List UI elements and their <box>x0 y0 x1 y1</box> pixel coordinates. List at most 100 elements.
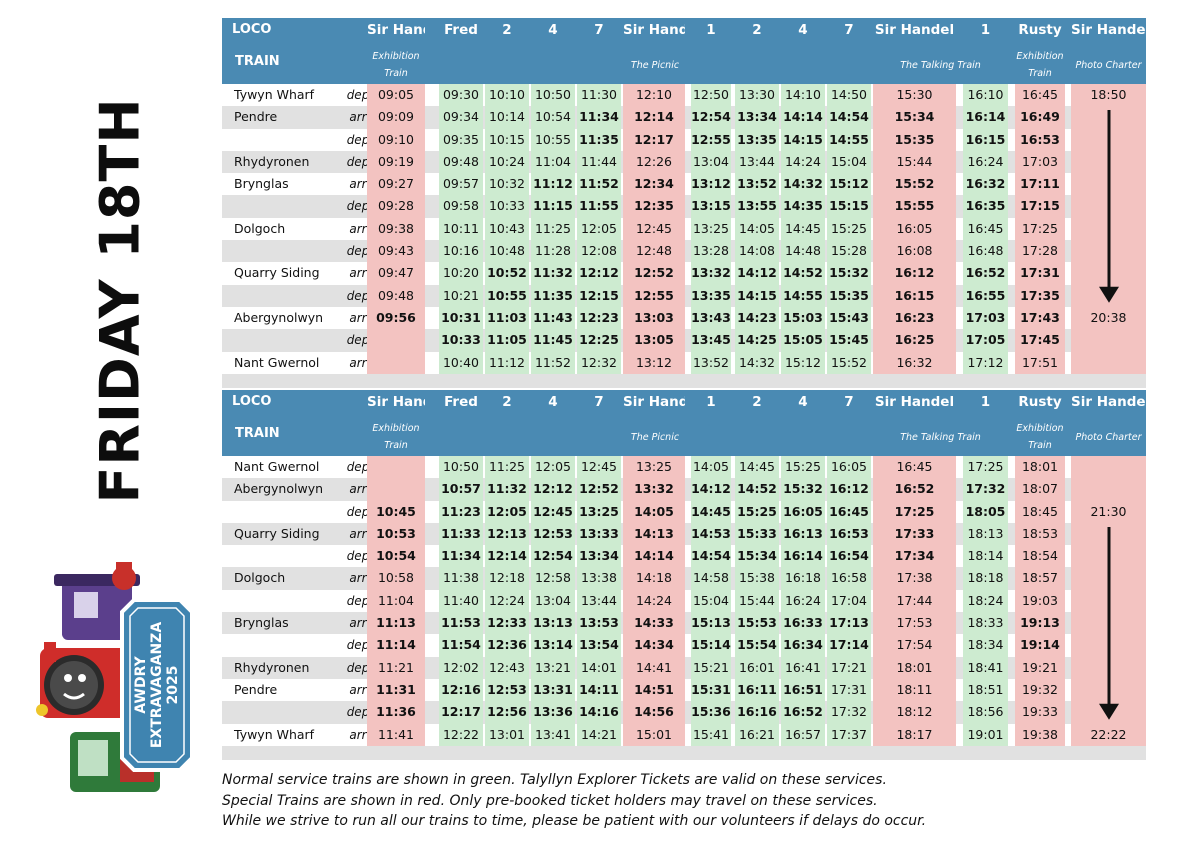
time-cell: 11:34 <box>439 545 483 568</box>
time-cell <box>367 329 425 352</box>
arr-dep-label: dep <box>346 333 370 348</box>
time-cell: 19:32 <box>1015 678 1065 702</box>
time-cell: 15:15 <box>827 195 871 218</box>
time-cell: 12:50 <box>691 84 731 107</box>
timetable-row: dep 10:54 11:34 12:14 12:54 13:34 14:14 14:54 15… <box>222 545 1146 568</box>
time-cell: 14:33 <box>623 612 685 635</box>
time-cell: 10:24 <box>485 150 529 174</box>
time-cell: 17:25 <box>873 500 956 523</box>
time-cell: 14:05 <box>623 500 685 523</box>
timetable-header: LOCO TRAIN Sir Handel Fred 2 4 7 Sir Handel 1 2 4 7… <box>222 390 1146 456</box>
time-cell: 15:05 <box>781 329 825 352</box>
time-cell: 18:51 <box>963 678 1008 702</box>
arr-dep-label: dep <box>346 549 370 564</box>
time-cell: 12:14 <box>623 106 685 129</box>
train-name: The Picnic <box>630 431 680 443</box>
time-cell: 12:54 <box>691 106 731 129</box>
station-name: Nant Gwernol <box>234 354 320 370</box>
timetable-row: dep 10:45 11:23 12:05 12:45 13:25 14:05 14:45 15… <box>222 500 1146 523</box>
time-cell: 15:28 <box>827 240 871 263</box>
time-cell: 11:36 <box>367 701 425 724</box>
time-cell: 15:35 <box>873 128 956 151</box>
time-cell: 12:48 <box>623 240 685 263</box>
time-cell: 22:22 <box>1071 723 1146 746</box>
time-cell: 09:56 <box>367 306 425 330</box>
loco-label: LOCO <box>232 22 272 37</box>
time-cell: 17:03 <box>1015 150 1065 174</box>
timetable-down: LOCO TRAIN Sir Handel Fred 2 4 7 Sir Handel 1 2 4 7… <box>222 390 1146 760</box>
time-cell: 09:09 <box>367 106 425 129</box>
time-cell: 18:34 <box>963 634 1008 657</box>
extravaganza-badge: AWDRY EXTRAVAGANZA 2025 <box>120 598 194 772</box>
time-cell: 14:08 <box>735 240 779 263</box>
time-cell: 14:14 <box>623 545 685 568</box>
time-cell: 13:03 <box>623 306 685 330</box>
time-cell: 12:16 <box>439 678 483 702</box>
time-cell: 16:13 <box>781 522 825 546</box>
time-cell: 17:03 <box>963 306 1008 330</box>
time-cell: 16:32 <box>963 173 1008 196</box>
time-cell: 17:51 <box>1015 351 1065 374</box>
time-cell: 14:10 <box>781 84 825 107</box>
time-cell: 17:53 <box>873 612 956 635</box>
time-cell: 14:18 <box>623 567 685 590</box>
time-cell: 13:14 <box>531 634 575 657</box>
time-cell: 16:05 <box>781 500 825 523</box>
time-cell: 10:53 <box>367 522 425 546</box>
time-cell: 15:12 <box>781 351 825 374</box>
time-cell: 09:34 <box>439 106 483 129</box>
time-cell: 15:34 <box>873 106 956 129</box>
loco-name: Sir Handel <box>874 394 955 410</box>
arr-dep-label: dep <box>346 244 370 259</box>
time-cell: 13:25 <box>623 456 685 479</box>
time-cell: 16:41 <box>781 656 825 679</box>
time-cell: 16:08 <box>873 240 956 263</box>
loco-name: Sir Handel <box>367 394 425 410</box>
loco-name: 1 <box>980 394 991 410</box>
time-cell: 14:48 <box>781 240 825 263</box>
arr-dep-label: arr <box>349 482 367 497</box>
time-cell: 13:12 <box>623 351 685 374</box>
time-cell: 14:52 <box>735 478 779 501</box>
time-cell: 11:04 <box>367 589 425 613</box>
time-cell: 12:43 <box>485 656 529 679</box>
arr-dep-label: arr <box>349 571 367 586</box>
time-cell: 17:38 <box>873 567 956 590</box>
time-cell: 15:32 <box>781 478 825 501</box>
time-cell: 17:31 <box>1015 262 1065 285</box>
time-cell: 18:54 <box>1015 545 1065 568</box>
time-cell: 11:35 <box>531 284 575 307</box>
time-cell: 17:32 <box>827 701 871 724</box>
timetable-row: Tywyn Wharf dep 09:05 09:30 10:10 10:50 11:30 1… <box>222 84 1146 107</box>
spacer-row <box>222 373 1146 388</box>
time-cell: 13:28 <box>691 240 731 263</box>
time-cell: 16:45 <box>873 456 956 479</box>
arr-dep-label: dep <box>346 288 370 303</box>
time-cell: 17:04 <box>827 589 871 613</box>
time-cell: 11:52 <box>577 173 621 196</box>
time-cell: 18:53 <box>1015 522 1065 546</box>
timetable-row: Abergynolwyn arr 10:57 11:32 12:12 12:52 13:32… <box>222 478 1146 501</box>
time-cell: 10:57 <box>439 478 483 501</box>
loco-name: Fred <box>444 22 478 38</box>
time-cell: 17:33 <box>873 522 956 546</box>
time-cell: 12:24 <box>485 589 529 613</box>
time-cell: 15:41 <box>691 723 731 746</box>
train-name: The Talking Train <box>900 59 981 71</box>
down-arrow-icon <box>1098 526 1119 720</box>
time-cell: 12:25 <box>577 329 621 352</box>
time-cell: 12:10 <box>623 84 685 107</box>
time-cell: 14:52 <box>781 262 825 285</box>
time-cell: 16:55 <box>963 284 1008 307</box>
time-cell: 18:18 <box>963 567 1008 590</box>
timetable-row: dep 09:43 10:16 10:48 11:28 12:08 12:48 13:28 14… <box>222 240 1146 263</box>
time-cell: 15:44 <box>873 150 956 174</box>
time-cell: 13:35 <box>735 128 779 151</box>
timetable-row: Quarry Siding arr 10:53 11:33 12:13 12:53 13:3… <box>222 522 1146 546</box>
time-cell: 16:51 <box>781 678 825 702</box>
time-cell: 16:35 <box>963 195 1008 218</box>
loco-name: 4 <box>548 22 558 38</box>
time-cell: 12:52 <box>623 262 685 285</box>
time-cell: 12:45 <box>623 217 685 241</box>
arr-dep-label: arr <box>349 221 367 236</box>
